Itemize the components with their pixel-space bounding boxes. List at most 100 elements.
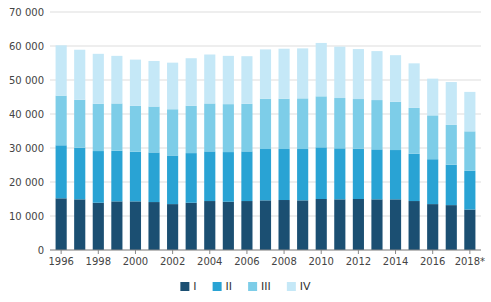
grid-line — [50, 12, 481, 13]
y-axis: 0 10 000 20 000 30 000 40 000 50 000 60 000 70 … — [9, 7, 44, 256]
y-tick-label: 50 000 — [9, 75, 44, 86]
bar-segment — [241, 201, 252, 250]
x-tick — [432, 250, 433, 254]
bar-segment — [186, 106, 197, 153]
bar-segment — [409, 108, 420, 154]
x-tick — [98, 250, 99, 254]
bar-segment — [390, 150, 401, 199]
bar-segment — [464, 92, 475, 131]
bar-segment — [297, 200, 308, 250]
y-tick-label: 40 000 — [9, 109, 44, 120]
bar-segment — [167, 204, 178, 250]
bar-segment — [260, 149, 271, 200]
bar-segment — [446, 125, 457, 165]
bar-segment — [390, 55, 401, 102]
bar-segment — [93, 104, 104, 151]
bar-segment — [446, 205, 457, 250]
x-tick-label: 2014 — [383, 256, 408, 267]
legend-item: I — [180, 280, 196, 293]
bar-segment — [223, 202, 234, 250]
bar-segment — [316, 147, 327, 199]
y-tick-label: 20 000 — [9, 177, 44, 188]
bar-segment — [371, 51, 382, 100]
bar-segment — [167, 155, 178, 204]
bar-segment — [148, 152, 159, 202]
legend-label: I — [193, 280, 196, 293]
bar-segment — [148, 202, 159, 250]
x-tick-label: 2012 — [346, 256, 371, 267]
bar-segment — [186, 203, 197, 250]
bar-segment — [427, 115, 438, 159]
legend-item: III — [248, 280, 271, 293]
bar-segment — [186, 58, 197, 106]
x-axis: 1996199820002002200420062008201020122014… — [48, 250, 485, 267]
legend-swatch — [180, 282, 189, 291]
x-tick-label: 1996 — [48, 256, 73, 267]
x-tick-label: 2004 — [197, 256, 222, 267]
bar-segment — [204, 201, 215, 250]
bar-segment — [297, 48, 308, 98]
y-tick-label: 10 000 — [9, 211, 44, 222]
bar-segment — [130, 60, 141, 106]
bar-segment — [353, 99, 364, 149]
bar-segment — [223, 152, 234, 202]
y-tick-label: 0 — [38, 245, 44, 256]
legend-swatch — [287, 282, 296, 291]
x-tick-label: 1998 — [86, 256, 111, 267]
y-tick-label: 60 000 — [9, 41, 44, 52]
bar-segment — [446, 82, 457, 125]
bar-segment — [260, 200, 271, 250]
x-tick-label: 2006 — [234, 256, 259, 267]
grid — [50, 12, 481, 250]
bar-segment — [409, 201, 420, 250]
x-tick — [209, 250, 210, 254]
bar-segment — [130, 201, 141, 250]
bar-segment — [334, 199, 345, 250]
legend-swatch — [248, 282, 257, 291]
x-tick-label: 2010 — [309, 256, 334, 267]
bar-segment — [74, 50, 85, 100]
bar-segment — [409, 154, 420, 201]
bar-segment — [297, 149, 308, 200]
y-tick-label: 30 000 — [9, 143, 44, 154]
x-axis-line — [50, 250, 481, 251]
bar-segment — [371, 149, 382, 199]
x-tick — [284, 250, 285, 254]
legend-swatch — [213, 282, 222, 291]
bar-segment — [427, 204, 438, 250]
bar-segment — [241, 151, 252, 201]
bar-segment — [93, 54, 104, 104]
bar-segment — [74, 199, 85, 250]
x-tick-label: 2000 — [123, 256, 148, 267]
x-tick — [61, 250, 62, 254]
x-tick — [469, 250, 470, 254]
bar-segment — [148, 107, 159, 153]
bar-segment — [316, 199, 327, 250]
legend-label: III — [261, 280, 271, 293]
bar-segment — [241, 104, 252, 152]
bar-segment — [111, 201, 122, 250]
bars — [56, 43, 476, 250]
bar-segment — [186, 153, 197, 203]
bar-segment — [316, 43, 327, 96]
x-tick — [135, 250, 136, 254]
bar-segment — [260, 99, 271, 149]
bar-segment — [56, 145, 67, 198]
bar-segment — [409, 63, 420, 108]
x-tick-label: 2016 — [420, 256, 445, 267]
legend-label: II — [226, 280, 233, 293]
bar-segment — [204, 103, 215, 151]
bar-segment — [297, 98, 308, 149]
bar-segment — [334, 148, 345, 199]
bar-segment — [446, 165, 457, 205]
bar-segment — [464, 171, 475, 210]
chart: 0 10 000 20 000 30 000 40 000 50 000 60 000 70 … — [0, 0, 491, 302]
bar-segment — [427, 79, 438, 116]
bar-segment — [316, 96, 327, 147]
bar-segment — [334, 98, 345, 148]
bar-segment — [390, 102, 401, 150]
x-tick — [246, 250, 247, 254]
legend-item: II — [213, 280, 233, 293]
y-tick-label: 70 000 — [9, 7, 44, 18]
bar-segment — [56, 198, 67, 250]
